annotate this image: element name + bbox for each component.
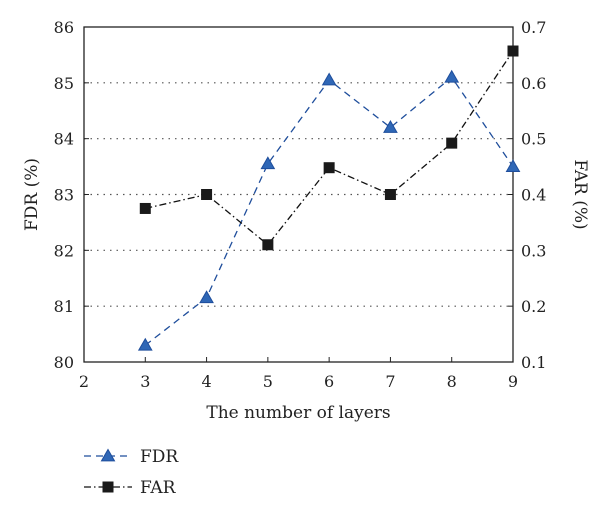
x-tick-label: 2 [79, 372, 89, 391]
data-point-fdr [137, 337, 153, 351]
x-tick-label: 5 [263, 372, 273, 391]
x-tick-label: 8 [447, 372, 457, 391]
legend: FDR FAR [84, 447, 179, 498]
data-point-fdr [199, 290, 214, 304]
x-tick-label: 3 [140, 372, 150, 391]
axis-ticks: 2 3 4 5 6 7 8 9 80 81 82 83 84 85 86 0.1 0.2 0.3 0.4 0.5 0.6… [54, 18, 547, 391]
legend-marker-triangle-icon [100, 448, 116, 462]
series-line-fdr [144, 76, 514, 346]
legend-item-far: FAR [84, 478, 177, 498]
y-left-axis-title: FDR (%) [22, 158, 42, 231]
data-point-fdr [505, 159, 521, 172]
legend-label: FAR [140, 478, 177, 498]
legend-marker-square-icon [102, 481, 114, 493]
y-left-tick-label: 86 [54, 18, 74, 37]
data-point-fdr [260, 156, 276, 170]
data-point-fdr [383, 119, 398, 133]
data-point-far [323, 162, 335, 174]
x-tick-label: 6 [324, 372, 334, 391]
legend-item-fdr: FDR [84, 447, 179, 467]
y-left-tick-label: 84 [54, 130, 74, 149]
series-far [139, 45, 519, 251]
x-axis-title: The number of layers [206, 403, 390, 423]
series-fdr [137, 69, 521, 351]
data-point-far [507, 45, 519, 57]
y-left-tick-label: 81 [54, 297, 74, 316]
data-point-fdr [321, 72, 337, 86]
series-layer [137, 45, 521, 351]
y-left-tick-label: 82 [54, 241, 74, 260]
y-left-tick-label: 83 [54, 186, 74, 205]
y-right-tick-label: 0.3 [521, 241, 546, 260]
y-right-tick-label: 0.4 [521, 186, 546, 205]
y-right-tick-label: 0.5 [521, 130, 546, 149]
y-right-tick-label: 0.1 [521, 353, 546, 372]
data-point-far [446, 137, 458, 149]
legend-label: FDR [140, 447, 179, 467]
data-point-far [201, 189, 213, 200]
x-tick-label: 7 [385, 372, 395, 391]
y-left-tick-label: 85 [54, 74, 74, 93]
x-tick-label: 9 [508, 372, 518, 391]
y-right-tick-label: 0.7 [521, 18, 546, 37]
x-tick-label: 4 [201, 372, 211, 391]
y-right-tick-label: 0.2 [521, 297, 546, 316]
y-left-tick-label: 80 [54, 353, 74, 372]
data-point-fdr [444, 69, 460, 83]
data-point-far [262, 239, 274, 251]
grid-lines [84, 82, 513, 307]
y-right-tick-label: 0.6 [521, 74, 546, 93]
data-point-far [139, 202, 151, 214]
data-point-far [384, 189, 396, 200]
y-right-axis-title: FAR (%) [570, 159, 590, 229]
